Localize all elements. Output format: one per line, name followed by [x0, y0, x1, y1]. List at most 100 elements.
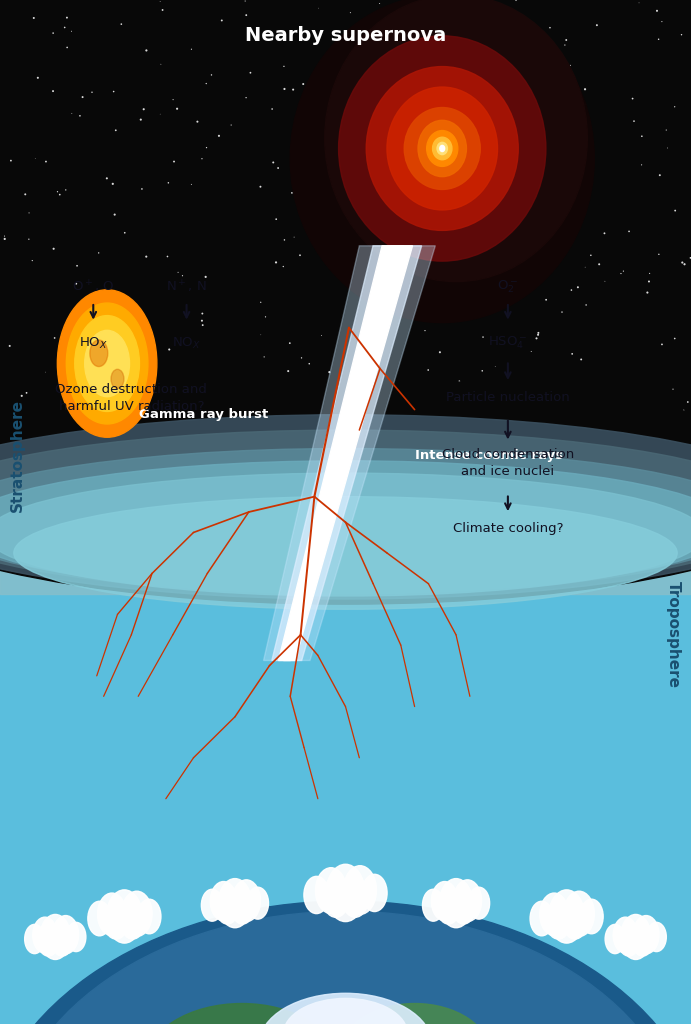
Point: [360, 555, 371, 571]
Point: [464, 159, 475, 175]
Circle shape: [546, 902, 571, 939]
Point: [319, 233, 330, 250]
Point: [265, 421, 276, 437]
Point: [566, 502, 577, 518]
Ellipse shape: [426, 130, 457, 166]
Point: [669, 331, 680, 347]
Point: [48, 25, 59, 41]
Point: [73, 314, 84, 331]
Point: [53, 542, 64, 558]
Bar: [0, 512, 691, 553]
Point: [225, 477, 236, 494]
Point: [388, 60, 399, 77]
Polygon shape: [263, 246, 435, 660]
Point: [656, 336, 668, 352]
Point: [495, 445, 506, 462]
Point: [226, 117, 237, 133]
Circle shape: [632, 925, 653, 956]
Point: [315, 539, 326, 555]
Point: [206, 67, 217, 83]
Point: [102, 170, 113, 186]
Ellipse shape: [290, 0, 594, 323]
Point: [343, 546, 354, 562]
Point: [513, 410, 524, 426]
Point: [120, 224, 131, 241]
Point: [468, 25, 479, 41]
Point: [124, 467, 135, 483]
Point: [523, 139, 534, 156]
Point: [493, 252, 504, 268]
Point: [354, 450, 366, 466]
Point: [654, 167, 665, 183]
Point: [596, 571, 607, 588]
Circle shape: [138, 899, 161, 934]
Point: [75, 108, 86, 124]
Point: [197, 317, 208, 334]
Point: [72, 258, 83, 274]
Point: [415, 60, 426, 77]
Circle shape: [201, 889, 223, 922]
Point: [59, 19, 70, 36]
Circle shape: [621, 914, 651, 959]
Point: [629, 432, 640, 449]
Point: [559, 37, 570, 53]
Point: [82, 419, 93, 435]
Ellipse shape: [0, 430, 691, 594]
Point: [108, 83, 119, 99]
Point: [153, 416, 164, 432]
Point: [68, 426, 79, 442]
Point: [602, 418, 613, 434]
Circle shape: [605, 925, 625, 953]
Point: [533, 327, 544, 343]
Point: [313, 0, 324, 16]
Point: [558, 67, 569, 83]
Point: [11, 559, 22, 575]
Point: [662, 140, 673, 157]
Circle shape: [326, 864, 365, 922]
Point: [489, 148, 500, 165]
Point: [296, 349, 307, 366]
Point: [157, 408, 168, 424]
Point: [267, 100, 278, 117]
Bar: [0, 430, 691, 492]
Bar: [0, 451, 691, 1024]
Point: [260, 308, 271, 325]
Point: [359, 112, 370, 128]
Point: [504, 430, 515, 446]
Point: [155, 56, 167, 73]
Point: [169, 154, 180, 170]
Point: [135, 112, 146, 128]
Circle shape: [111, 370, 124, 388]
Circle shape: [66, 923, 86, 951]
Point: [644, 265, 655, 282]
Circle shape: [210, 882, 237, 921]
Text: Intense cosmic rays: Intense cosmic rays: [415, 450, 562, 462]
Point: [553, 437, 564, 454]
Point: [141, 377, 152, 393]
Point: [61, 39, 73, 55]
Circle shape: [247, 887, 269, 920]
Point: [272, 160, 283, 176]
Point: [685, 250, 691, 266]
Point: [245, 65, 256, 81]
Circle shape: [231, 890, 254, 924]
Point: [16, 388, 27, 404]
Point: [200, 76, 211, 92]
Point: [567, 346, 578, 362]
Point: [442, 291, 453, 307]
Point: [200, 268, 211, 285]
Circle shape: [540, 893, 569, 936]
Point: [115, 390, 126, 407]
Point: [378, 126, 389, 142]
Circle shape: [88, 901, 111, 936]
Point: [377, 394, 388, 411]
Text: Climate cooling?: Climate cooling?: [453, 522, 563, 535]
Circle shape: [452, 890, 475, 924]
Point: [679, 256, 690, 272]
Point: [271, 211, 282, 227]
Point: [171, 100, 182, 117]
Point: [580, 81, 591, 97]
Point: [197, 305, 208, 322]
Point: [565, 57, 576, 74]
Point: [155, 0, 166, 9]
